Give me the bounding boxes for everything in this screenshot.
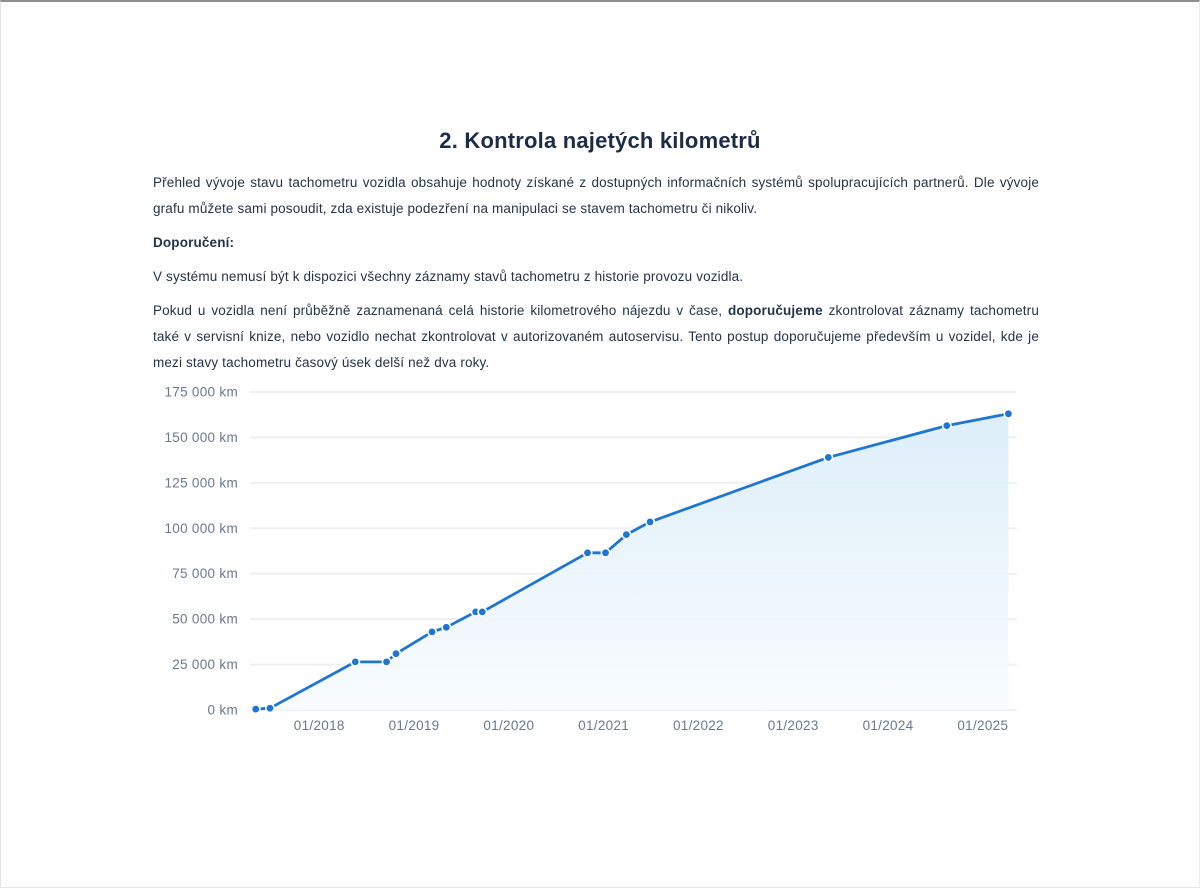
- y-tick-label: 50 000 km: [172, 612, 238, 627]
- data-point-marker: [250, 704, 261, 715]
- data-point-marker: [582, 547, 593, 558]
- x-tick-label: 01/2020: [483, 718, 534, 733]
- y-tick-label: 75 000 km: [172, 566, 238, 581]
- data-point-marker: [477, 606, 488, 617]
- x-tick-label: 01/2022: [673, 718, 724, 733]
- y-tick-label: 175 000 km: [164, 385, 238, 400]
- odometer-history-chart: 0 km 25 000 km 50 000 km 75 000 km 100 000 k…: [1, 377, 1200, 757]
- x-tick-label: 01/2018: [294, 718, 345, 733]
- advice-text-emphasis: doporučujeme: [727, 303, 823, 318]
- data-point-marker: [381, 656, 392, 667]
- x-tick-label: 01/2021: [578, 718, 629, 733]
- y-tick-label: 150 000 km: [164, 430, 238, 445]
- advice-text-start: Pokud u vozidla není průběžně zaznamenan…: [153, 303, 728, 318]
- series-area-fill: [255, 413, 1009, 710]
- intro-paragraph: Přehled vývoje stavu tachometru vozidla …: [153, 175, 1039, 216]
- y-tick-label: 100 000 km: [164, 521, 238, 536]
- data-point-marker: [621, 529, 632, 540]
- odometer-chart-svg: 0 km 25 000 km 50 000 km 75 000 km 100 000 k…: [164, 385, 1017, 733]
- note-paragraph: V systému nemusí být k dispozici všechny…: [153, 269, 744, 284]
- page-title: 2. Kontrola najetých kilometrů: [439, 128, 761, 153]
- x-tick-label: 01/2025: [957, 718, 1008, 733]
- advice-paragraph: Pokud u vozidla není průběžně zaznamenan…: [153, 298, 1039, 376]
- data-point-marker: [264, 703, 275, 714]
- data-point-marker: [350, 656, 361, 667]
- y-tick-label: 25 000 km: [172, 657, 238, 672]
- data-point-marker: [645, 516, 656, 527]
- section-text: Přehled vývoje stavu tachometru vozidla …: [153, 170, 1039, 384]
- x-tick-label: 01/2019: [389, 718, 440, 733]
- recommendation-label: Doporučení:: [153, 235, 235, 250]
- data-point-marker: [823, 452, 834, 463]
- y-tick-label: 125 000 km: [164, 475, 238, 490]
- y-tick-label: 0 km: [208, 703, 238, 718]
- x-tick-label: 01/2023: [768, 718, 819, 733]
- data-point-marker: [427, 626, 438, 637]
- data-point-marker: [600, 547, 611, 558]
- x-tick-label: 01/2024: [863, 718, 914, 733]
- data-point-marker: [941, 420, 952, 431]
- data-point-marker: [441, 622, 452, 633]
- data-point-marker: [391, 648, 402, 659]
- advice-text-end: zkontrolovat záznamy tachometru také v s…: [153, 303, 1039, 370]
- data-point-marker: [1003, 408, 1014, 419]
